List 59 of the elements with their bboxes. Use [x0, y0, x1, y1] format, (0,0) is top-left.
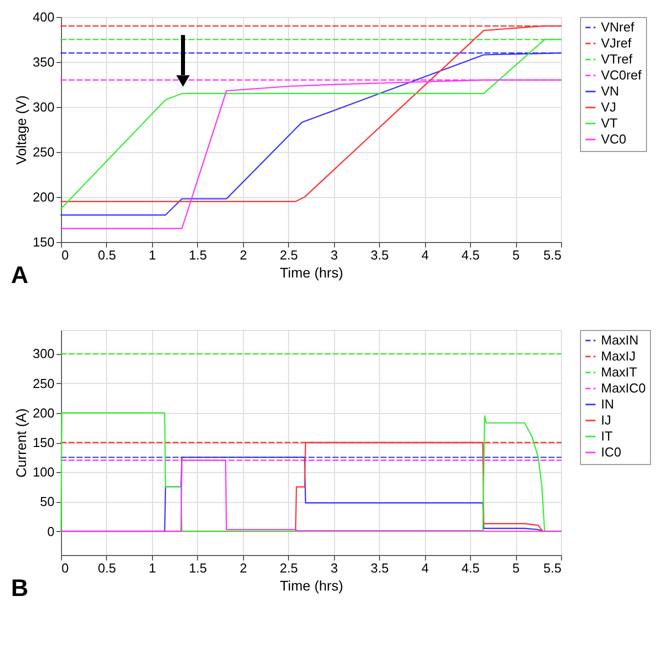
legend-label: MaxIN [601, 332, 639, 348]
x-tick-label: 1 [148, 248, 156, 262]
y-tick-label: 400 [32, 10, 54, 24]
legend-label: VNref [601, 20, 635, 34]
legend-label: MaxIT [601, 364, 638, 380]
x-tick-label: 3 [330, 560, 338, 576]
x-tick-label: 1 [148, 560, 156, 576]
y-tick-label: 250 [32, 144, 54, 160]
x-tick-label: 5 [512, 248, 520, 262]
x-axis-title: Time (hrs) [280, 578, 344, 594]
x-tick-label: 0 [62, 248, 69, 262]
y-tick-label: 150 [32, 435, 54, 450]
y-tick-label: 200 [32, 190, 54, 204]
x-tick-label: 1.5 [188, 560, 207, 576]
y-tick-label: 350 [32, 54, 54, 70]
y-tick-label: 300 [32, 346, 54, 362]
y-tick-label: 0 [47, 524, 54, 539]
y-tick-label: 200 [32, 405, 54, 420]
y-tick-label: 150 [32, 234, 54, 250]
legend-label: IJ [601, 412, 612, 428]
x-tick-label: 5 [512, 560, 520, 576]
x-tick-label: 5.5 [543, 560, 562, 576]
x-tick-label: 3.5 [370, 560, 389, 576]
x-tick-label: 0 [62, 560, 69, 576]
x-tick-label: 2 [240, 248, 247, 262]
x-tick-label: 4 [422, 560, 429, 576]
legend-label: VJref [601, 36, 632, 50]
legend-label: MaxIC0 [601, 380, 646, 396]
legend-label: MaxIJ [601, 348, 636, 364]
legend-label: VC0ref [601, 68, 642, 82]
legend-label: IN [601, 396, 614, 412]
legend-label: IT [601, 428, 613, 444]
y-axis-title: Voltage (V) [12, 95, 29, 165]
text: B [11, 575, 28, 602]
x-tick-label: 2.5 [280, 248, 298, 262]
legend-label: VN [601, 84, 620, 98]
x-tick-label: 1.5 [188, 248, 207, 262]
x-tick-label: 3.5 [370, 248, 389, 262]
x-tick-label: 0.5 [98, 560, 116, 576]
y-tick-label: 300 [32, 100, 54, 114]
x-tick-label: 5.5 [543, 248, 562, 262]
x-tick-label: 4.5 [462, 248, 480, 262]
x-axis-title: Time (hrs) [280, 264, 344, 280]
text: A [11, 262, 28, 289]
legend-label: VTref [601, 52, 633, 66]
x-tick-label: 4.5 [462, 560, 480, 576]
legend-label: IC0 [601, 444, 622, 460]
y-tick-label: 50 [40, 494, 54, 510]
x-tick-label: 4 [422, 248, 429, 262]
x-tick-label: 3 [330, 248, 338, 262]
y-axis-title: Current (A) [12, 408, 29, 478]
x-tick-label: 2.5 [280, 560, 298, 576]
y-tick-label: 250 [32, 376, 54, 391]
x-tick-label: 2 [240, 560, 247, 576]
y-tick-label: 100 [32, 464, 54, 480]
legend-label: VJ [601, 100, 616, 114]
x-tick-label: 0.5 [98, 248, 116, 262]
legend-label: VT [601, 116, 618, 130]
legend-label: VC0 [601, 132, 626, 146]
